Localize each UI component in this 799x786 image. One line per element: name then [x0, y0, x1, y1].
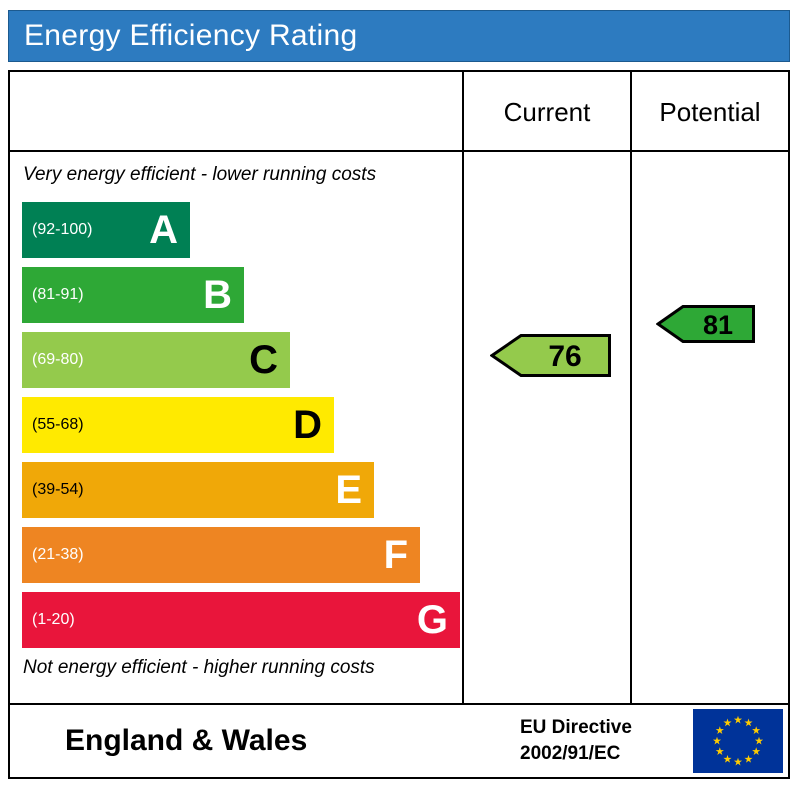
band-bar-e: (39-54) E	[22, 462, 374, 518]
current-column-header: Current	[503, 96, 591, 127]
top-note: Very energy efficient - lower running co…	[23, 164, 377, 185]
band-letter-label: D	[293, 403, 322, 447]
potential-column-divider	[630, 72, 632, 703]
eu-directive-label: EU Directive 2002/91/EC	[520, 705, 632, 777]
current-rating-value: 76	[548, 340, 581, 373]
band-row-c: (69-80) C	[22, 332, 460, 388]
band-bar-f: (21-38) F	[22, 527, 420, 583]
band-letter-label: C	[249, 338, 278, 382]
band-bar-c: (69-80) C	[22, 332, 290, 388]
rating-table: Current Potential Very energy efficient …	[8, 70, 790, 705]
band-row-f: (21-38) F	[22, 527, 460, 583]
band-range-label: (21-38)	[32, 546, 84, 563]
band-range-label: (55-68)	[32, 416, 84, 433]
band-letter-label: E	[335, 468, 362, 512]
title-bar: Energy Efficiency Rating	[8, 10, 790, 62]
footer-bar: England & Wales EU Directive 2002/91/EC	[8, 705, 790, 779]
band-row-a: (92-100) A	[22, 202, 460, 258]
potential-rating-arrow: 81	[656, 305, 755, 343]
region-label: England & Wales	[65, 724, 308, 757]
band-row-e: (39-54) E	[22, 462, 460, 518]
band-range-label: (1-20)	[32, 611, 75, 628]
band-row-g: (1-20) G	[22, 592, 460, 648]
band-bar-b: (81-91) B	[22, 267, 244, 323]
band-letter-label: G	[416, 598, 448, 642]
band-range-label: (69-80)	[32, 351, 84, 368]
band-letter-label: B	[203, 273, 232, 317]
potential-rating-value: 81	[703, 310, 733, 340]
band-range-label: (81-91)	[32, 286, 84, 303]
band-letter-label: F	[383, 533, 408, 577]
band-letter-label: A	[149, 208, 178, 252]
current-rating-arrow: 76	[490, 334, 611, 377]
current-arrow-shape	[490, 334, 611, 377]
bands: (92-100) A (81-91) B (69-80) C (55-68) D (39-54)…	[22, 202, 460, 657]
band-bar-g: (1-20) G	[22, 592, 460, 648]
column-header-row: Current Potential	[10, 72, 788, 152]
page-title: Energy Efficiency Rating	[24, 19, 358, 52]
band-row-b: (81-91) B	[22, 267, 460, 323]
eu-directive-line1: EU Directive	[520, 717, 632, 739]
eu-directive-line2: 2002/91/EC	[520, 743, 621, 764]
band-row-d: (55-68) D	[22, 397, 460, 453]
band-range-label: (92-100)	[32, 221, 93, 238]
eu-flag-icon	[693, 709, 783, 773]
band-bar-a: (92-100) A	[22, 202, 190, 258]
potential-arrow-shape	[656, 305, 755, 343]
band-range-label: (39-54)	[32, 481, 84, 498]
current-column-divider	[462, 72, 464, 703]
potential-column-header: Potential	[659, 96, 761, 127]
band-bar-d: (55-68) D	[22, 397, 334, 453]
bottom-note: Not energy efficient - higher running co…	[23, 657, 375, 678]
